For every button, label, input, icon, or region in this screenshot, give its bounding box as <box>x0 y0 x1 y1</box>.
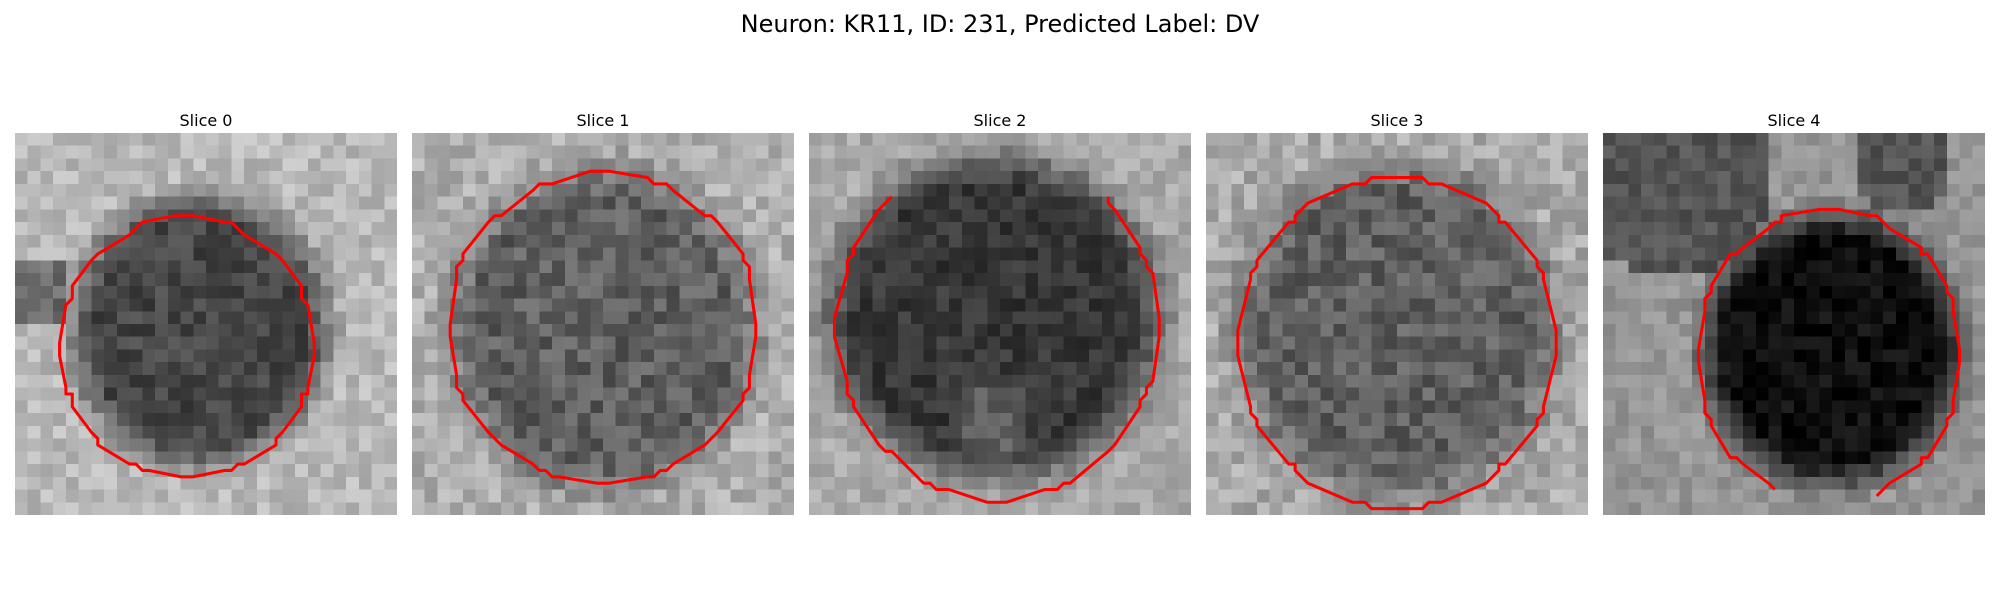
slice-title-4: Slice 4 <box>1767 111 1821 130</box>
contour-line-0 <box>58 214 316 479</box>
slice-image-2 <box>809 133 1191 515</box>
slice-image-3 <box>1206 133 1588 515</box>
slice-image-0 <box>15 133 397 515</box>
contour-line-4 <box>1696 207 1962 497</box>
slice-title-3: Slice 3 <box>1370 111 1424 130</box>
contour-line-3 <box>1236 176 1558 511</box>
contour-line-2 <box>832 195 1161 504</box>
slice-title-2: Slice 2 <box>973 111 1027 130</box>
slice-image-4 <box>1603 133 1985 515</box>
slice-panel-0: Slice 0 <box>15 110 397 515</box>
figure-title: Neuron: KR11, ID: 231, Predicted Label: … <box>740 10 1260 38</box>
contour-line-1 <box>448 169 758 485</box>
slice-panel-2: Slice 2 <box>809 110 1191 515</box>
slice-panel-4: Slice 4 <box>1603 110 1985 515</box>
slice-panel-1: Slice 1 <box>412 110 794 515</box>
slice-title-0: Slice 0 <box>179 111 233 130</box>
slice-image-1 <box>412 133 794 515</box>
slice-title-1: Slice 1 <box>576 111 630 130</box>
slice-panel-3: Slice 3 <box>1206 110 1588 515</box>
